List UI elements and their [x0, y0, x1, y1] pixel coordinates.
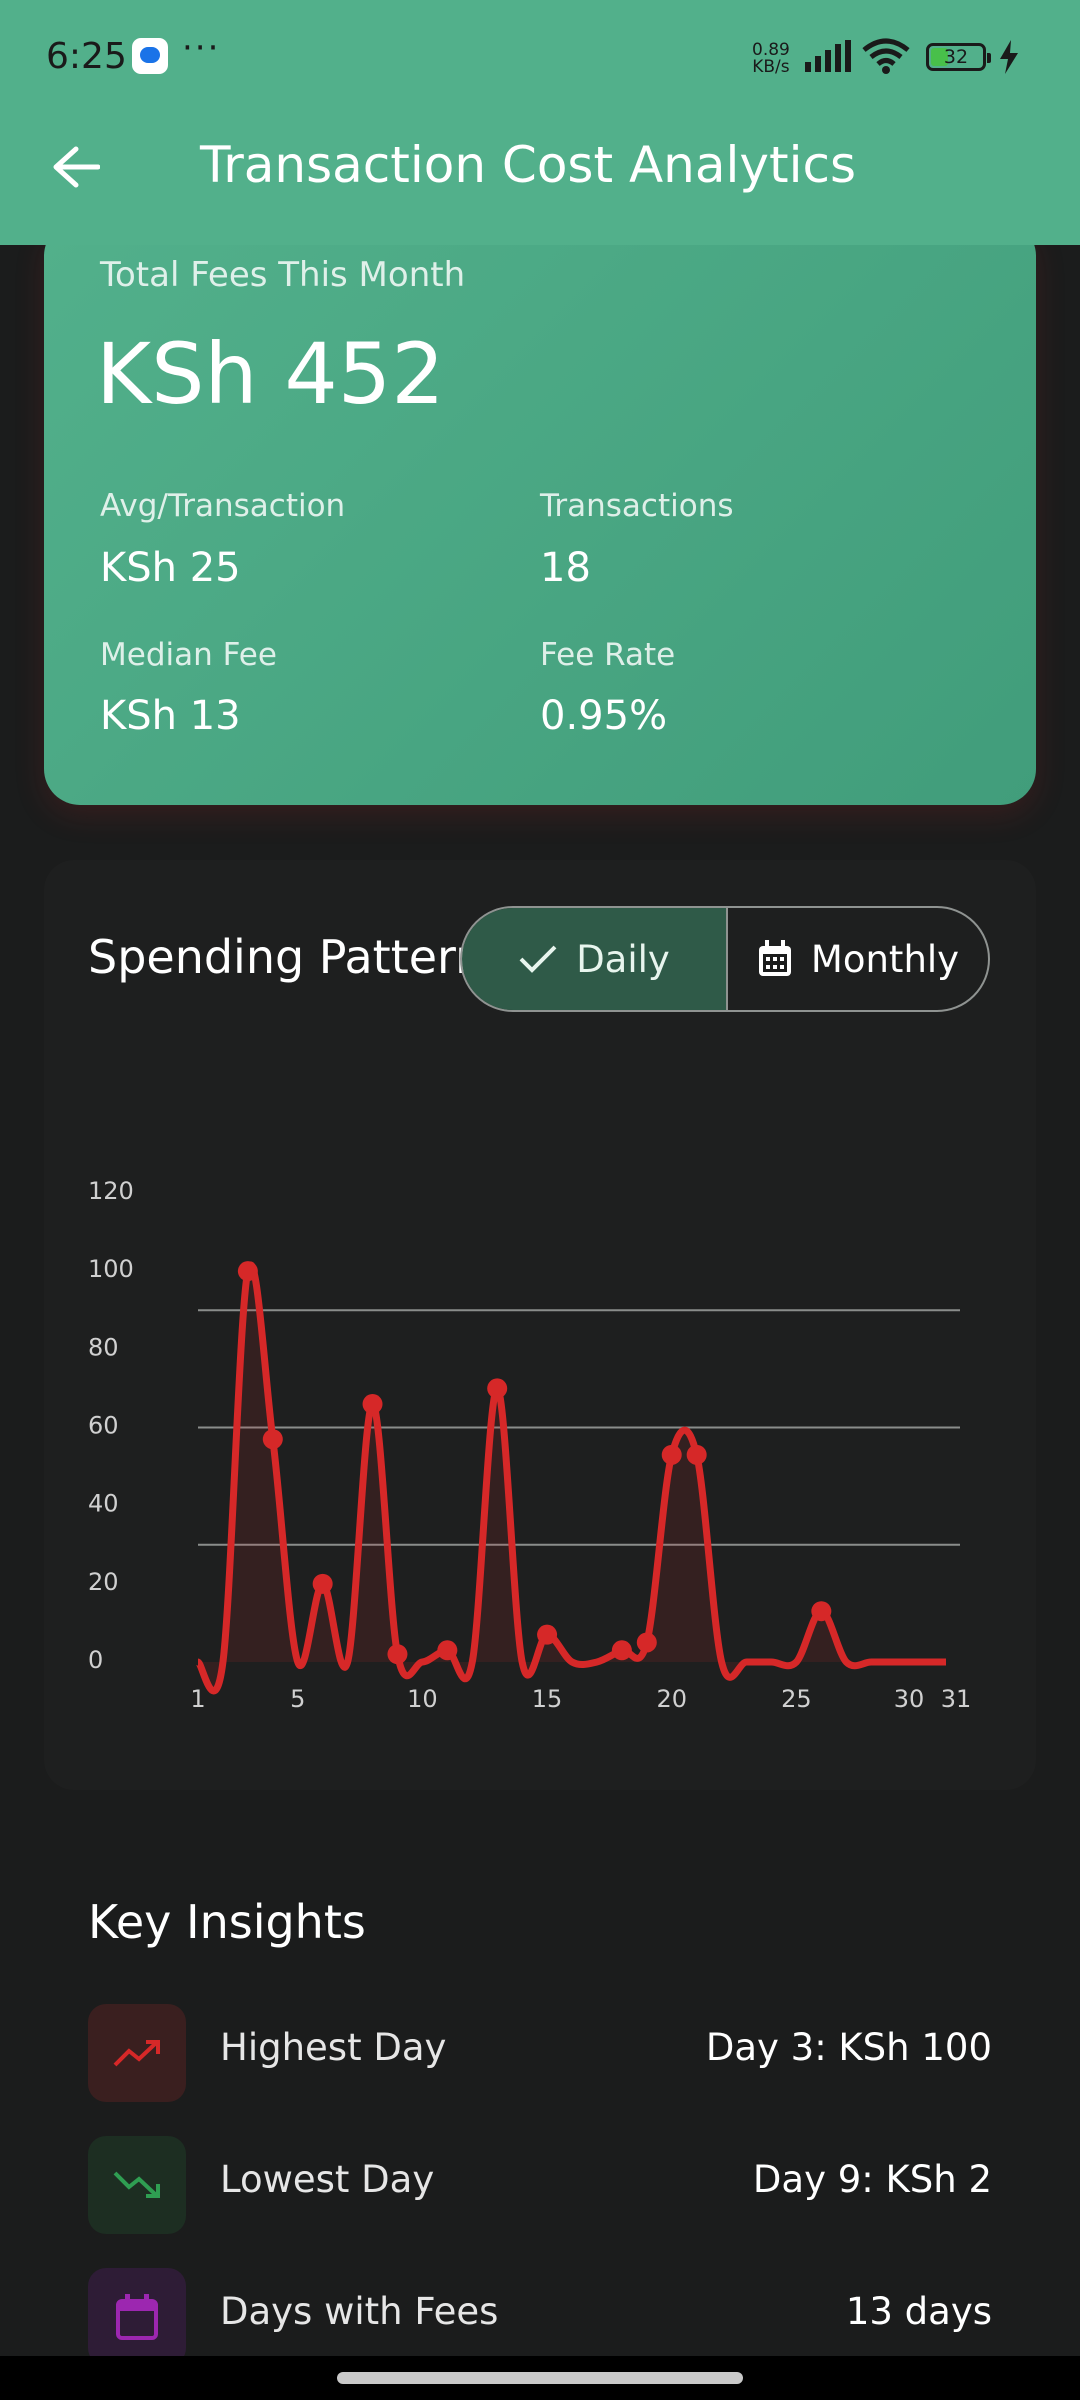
data-point [636, 1632, 657, 1653]
x-tick-label: 31 [941, 1685, 972, 1713]
back-arrow-icon[interactable] [52, 145, 100, 189]
data-point [437, 1640, 458, 1661]
status-bar: 6:25 ··· 0.89 KB/s 32 [0, 0, 1080, 115]
data-point [362, 1394, 383, 1415]
fee-rate-value: 0.95% [540, 693, 668, 739]
x-tick-label: 15 [532, 1685, 563, 1713]
check-icon [519, 945, 557, 973]
median-fee-value: KSh 13 [100, 693, 241, 739]
home-gesture-handle[interactable] [337, 2372, 743, 2384]
data-point [262, 1429, 283, 1450]
data-point [237, 1261, 258, 1282]
insight-value: 13 days [845, 2290, 992, 2333]
median-fee-label: Median Fee [100, 637, 277, 673]
data-point [487, 1378, 508, 1399]
data-point [611, 1640, 632, 1661]
trending-up-icon [88, 2004, 186, 2102]
network-speed: 0.89 KB/s [752, 42, 790, 76]
signal-icon [805, 40, 851, 72]
series-area [198, 1265, 946, 1691]
wifi-icon [862, 38, 910, 74]
insight-lowest-day: Lowest Day Day 9: KSh 2 [88, 2136, 992, 2234]
network-speed-unit: KB/s [752, 57, 790, 77]
period-toggle: Daily Monthly [460, 906, 990, 1012]
battery-icon: 32 [926, 43, 991, 71]
y-tick-label: 0 [88, 1646, 103, 1674]
x-tick-label: 30 [894, 1685, 925, 1713]
fee-rate-label: Fee Rate [540, 637, 676, 673]
avg-transaction-label: Avg/Transaction [100, 488, 346, 524]
x-tick-label: 5 [290, 1685, 305, 1713]
data-point [537, 1624, 558, 1645]
monthly-toggle-button[interactable]: Monthly [728, 908, 988, 1010]
app-header: 6:25 ··· 0.89 KB/s 32 Transact [0, 0, 1080, 245]
x-tick-label: 10 [407, 1685, 438, 1713]
system-nav-bar [0, 2356, 1080, 2400]
insight-label: Lowest Day [220, 2158, 435, 2201]
insight-label: Highest Day [220, 2026, 447, 2069]
page-title: Transaction Cost Analytics [200, 136, 857, 194]
charging-icon [1000, 40, 1018, 74]
avg-transaction-value: KSh 25 [100, 545, 241, 591]
monthly-toggle-label: Monthly [810, 937, 960, 981]
total-fees-value: KSh 452 [96, 325, 445, 423]
status-time: 6:25 [46, 36, 127, 77]
messages-notification-icon [132, 38, 168, 74]
insight-label: Days with Fees [220, 2290, 499, 2333]
y-tick-label: 80 [88, 1333, 119, 1361]
x-tick-label: 1 [190, 1685, 205, 1713]
y-tick-label: 100 [88, 1255, 134, 1283]
total-fees-label: Total Fees This Month [100, 255, 466, 295]
battery-level: 32 [943, 46, 969, 68]
data-point [387, 1644, 408, 1665]
x-tick-label: 20 [656, 1685, 687, 1713]
series-line [194, 1261, 946, 1695]
y-tick-label: 60 [88, 1412, 119, 1440]
y-tick-label: 120 [88, 1177, 134, 1205]
transactions-label: Transactions [540, 488, 734, 524]
key-insights-title: Key Insights [88, 1895, 366, 1949]
y-tick-label: 20 [88, 1568, 119, 1596]
insight-days-with-fees: Days with Fees 13 days [88, 2268, 992, 2366]
calendar-icon [758, 940, 791, 976]
spending-pattern-title: Spending Pattern [88, 930, 485, 984]
data-point [686, 1444, 707, 1465]
monthly-summary-card: Total Fees This Month KSh 452 Avg/Transa… [44, 220, 1036, 805]
data-point [811, 1601, 832, 1622]
daily-toggle-button[interactable]: Daily [462, 908, 728, 1010]
insight-value: Day 9: KSh 2 [752, 2158, 992, 2201]
more-notifications-icon: ··· [182, 28, 221, 68]
data-point [661, 1444, 682, 1465]
insight-value: Day 3: KSh 100 [705, 2026, 992, 2069]
trending-down-icon [88, 2136, 186, 2234]
transactions-value: 18 [540, 545, 591, 591]
daily-toggle-label: Daily [576, 937, 670, 981]
insight-highest-day: Highest Day Day 3: KSh 100 [88, 2004, 992, 2102]
data-point [312, 1573, 333, 1594]
network-speed-value: 0.89 [752, 40, 790, 60]
y-tick-label: 40 [88, 1490, 119, 1518]
calendar-icon [88, 2268, 186, 2366]
x-tick-label: 25 [781, 1685, 812, 1713]
